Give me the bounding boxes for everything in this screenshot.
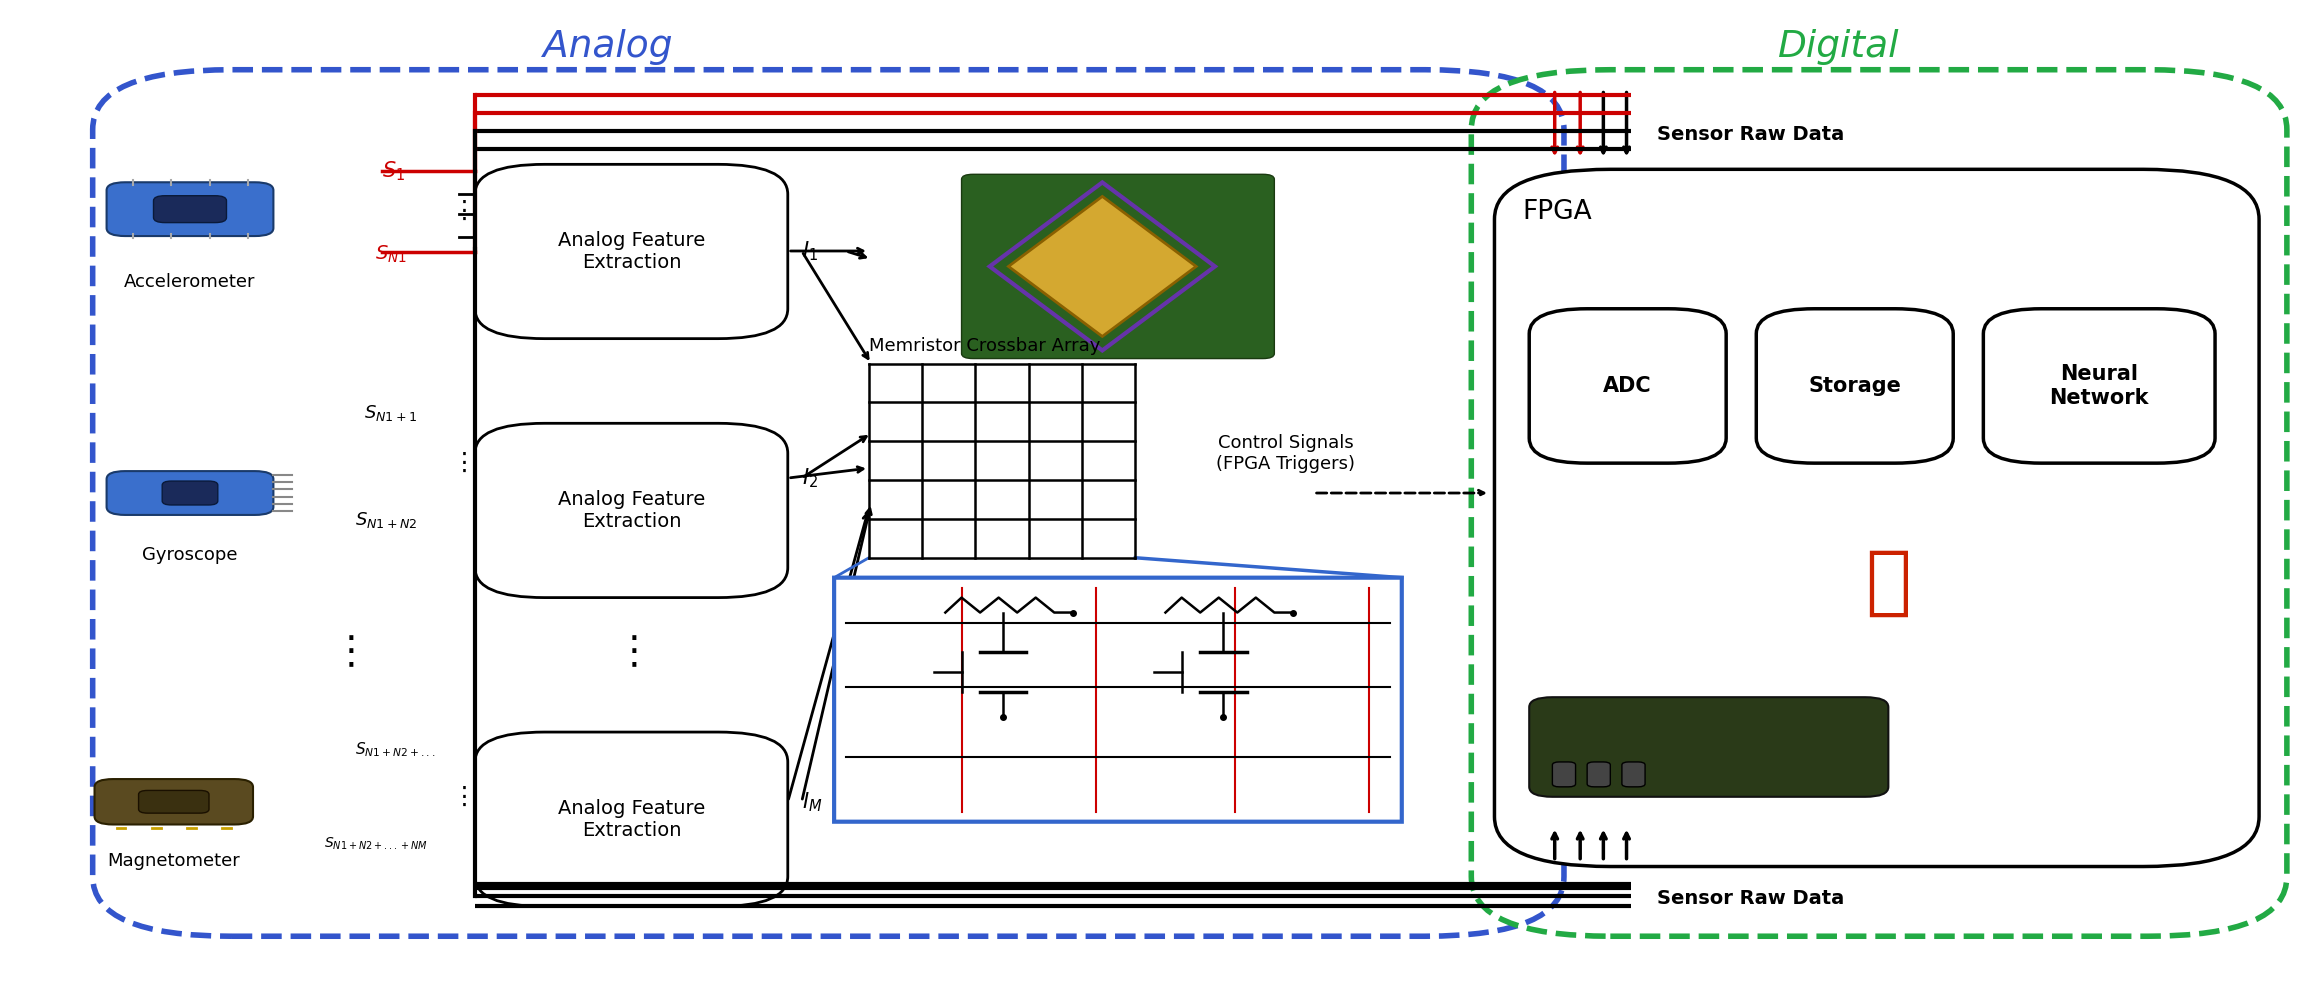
Text: Memristor Crossbar Array: Memristor Crossbar Array	[869, 337, 1101, 355]
FancyBboxPatch shape	[1529, 309, 1726, 463]
Text: Neural
Network: Neural Network	[2051, 365, 2148, 407]
Text: Digital: Digital	[1777, 29, 1900, 65]
FancyBboxPatch shape	[1983, 309, 2215, 463]
Text: 🚁: 🚁	[1865, 546, 1912, 620]
Text: Gyroscope: Gyroscope	[141, 546, 239, 564]
Text: $I_2$: $I_2$	[802, 466, 818, 490]
Polygon shape	[1008, 196, 1196, 337]
Text: ADC: ADC	[1603, 375, 1652, 396]
FancyBboxPatch shape	[475, 164, 788, 339]
Text: $S_1$: $S_1$	[382, 159, 405, 183]
FancyBboxPatch shape	[1622, 762, 1645, 787]
Text: $S_{N1+N2+...+NM}$: $S_{N1+N2+...+NM}$	[324, 836, 429, 852]
FancyBboxPatch shape	[1494, 169, 2259, 867]
FancyBboxPatch shape	[107, 471, 273, 515]
FancyBboxPatch shape	[107, 182, 273, 236]
Text: Magnetometer: Magnetometer	[107, 852, 241, 870]
FancyBboxPatch shape	[1529, 697, 1888, 797]
Text: Analog Feature
Extraction: Analog Feature Extraction	[558, 799, 704, 840]
Text: Control Signals
(FPGA Triggers): Control Signals (FPGA Triggers)	[1216, 434, 1355, 473]
FancyBboxPatch shape	[162, 481, 218, 505]
Text: Analog: Analog	[542, 29, 672, 65]
FancyBboxPatch shape	[153, 195, 227, 222]
Text: $S_{N1}$: $S_{N1}$	[375, 243, 408, 265]
Text: $\vdots$: $\vdots$	[331, 633, 355, 671]
Text: Analog Feature
Extraction: Analog Feature Extraction	[558, 490, 704, 531]
FancyBboxPatch shape	[1756, 309, 1953, 463]
Text: $S_{N1+N2}$: $S_{N1+N2}$	[355, 510, 417, 530]
Text: Analog Feature
Extraction: Analog Feature Extraction	[558, 231, 704, 272]
Text: Sensor Raw Data: Sensor Raw Data	[1657, 124, 1844, 144]
Text: Sensor Raw Data: Sensor Raw Data	[1657, 888, 1844, 908]
Text: Storage: Storage	[1807, 375, 1902, 396]
FancyBboxPatch shape	[95, 779, 253, 825]
Text: Accelerometer: Accelerometer	[125, 273, 255, 291]
Text: $I_1$: $I_1$	[802, 239, 818, 263]
FancyBboxPatch shape	[1587, 762, 1610, 787]
FancyBboxPatch shape	[139, 791, 209, 813]
Text: $\vdots$: $\vdots$	[614, 633, 637, 671]
Text: $S_{N1+N2+...}$: $S_{N1+N2+...}$	[355, 741, 436, 759]
Text: $\vdots$: $\vdots$	[452, 451, 466, 475]
Text: $\vdots$: $\vdots$	[452, 785, 466, 809]
FancyBboxPatch shape	[475, 423, 788, 598]
FancyBboxPatch shape	[834, 578, 1402, 822]
Text: FPGA: FPGA	[1522, 199, 1592, 225]
Text: $S_{N1+1}$: $S_{N1+1}$	[364, 403, 417, 423]
FancyBboxPatch shape	[475, 732, 788, 906]
FancyBboxPatch shape	[962, 174, 1274, 359]
Text: $\vdots$: $\vdots$	[452, 199, 466, 223]
FancyBboxPatch shape	[1552, 762, 1576, 787]
Text: $I_M$: $I_M$	[802, 790, 823, 814]
